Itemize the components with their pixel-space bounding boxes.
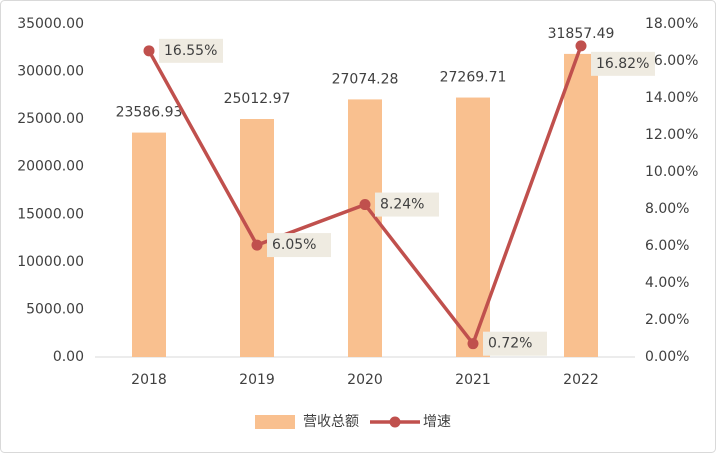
line-marker [575, 40, 587, 52]
y2-tick-label: 12.00% [645, 127, 698, 143]
bar-value-label: 31857.49 [548, 26, 615, 42]
y-tick-label: 25000.00 [17, 111, 84, 127]
label-box [591, 51, 655, 76]
y-tick-label: 20000.00 [17, 159, 84, 175]
line-marker [251, 239, 263, 251]
y-tick-label: 30000.00 [17, 64, 84, 80]
y-tick-label: 5000.00 [26, 301, 84, 317]
line-marker [359, 199, 371, 211]
bar-value-label: 23586.93 [116, 105, 183, 121]
legend-label: 增速 [423, 414, 451, 430]
line-value-label: 8.24% [380, 197, 424, 213]
legend-swatch [389, 416, 401, 428]
label-box [267, 233, 331, 258]
bar [348, 99, 382, 357]
bar [132, 132, 166, 357]
y2-tick-label: 2.00% [645, 312, 689, 328]
y-tick-label: 10000.00 [17, 254, 84, 270]
line-marker [467, 338, 479, 350]
y2-tick-label: 4.00% [645, 275, 689, 291]
y2-tick-label: 18.00% [645, 16, 698, 32]
x-tick-label: 2022 [563, 372, 599, 388]
label-box [483, 331, 547, 356]
line-value-label: 16.55% [164, 43, 217, 59]
line-value-label: 16.82% [596, 56, 649, 72]
bar-value-label: 27269.71 [440, 70, 507, 86]
bar-value-label: 25012.97 [224, 91, 291, 107]
y-tick-label: 15000.00 [17, 206, 84, 222]
y-tick-label: 35000.00 [17, 16, 84, 32]
x-tick-label: 2018 [131, 372, 167, 388]
bar [564, 53, 598, 357]
legend-swatch [255, 415, 295, 429]
x-tick-label: 2020 [347, 372, 383, 388]
x-tick-label: 2019 [239, 372, 275, 388]
y2-tick-label: 0.00% [645, 349, 689, 365]
y2-tick-label: 14.00% [645, 90, 698, 106]
legend-label: 营收总额 [303, 414, 359, 430]
y2-tick-label: 16.00% [645, 53, 698, 69]
y2-tick-label: 6.00% [645, 238, 689, 254]
y2-tick-label: 8.00% [645, 201, 689, 217]
line-value-label: 6.05% [272, 237, 316, 253]
y2-tick-label: 10.00% [645, 164, 698, 180]
label-box [375, 192, 439, 217]
line-marker [143, 45, 155, 57]
label-box [159, 38, 223, 63]
bar-value-label: 27074.28 [332, 71, 399, 87]
bar [456, 97, 490, 357]
x-tick-label: 2021 [455, 372, 491, 388]
y-tick-label: 0.00 [53, 349, 84, 365]
line-value-label: 0.72% [488, 336, 532, 352]
